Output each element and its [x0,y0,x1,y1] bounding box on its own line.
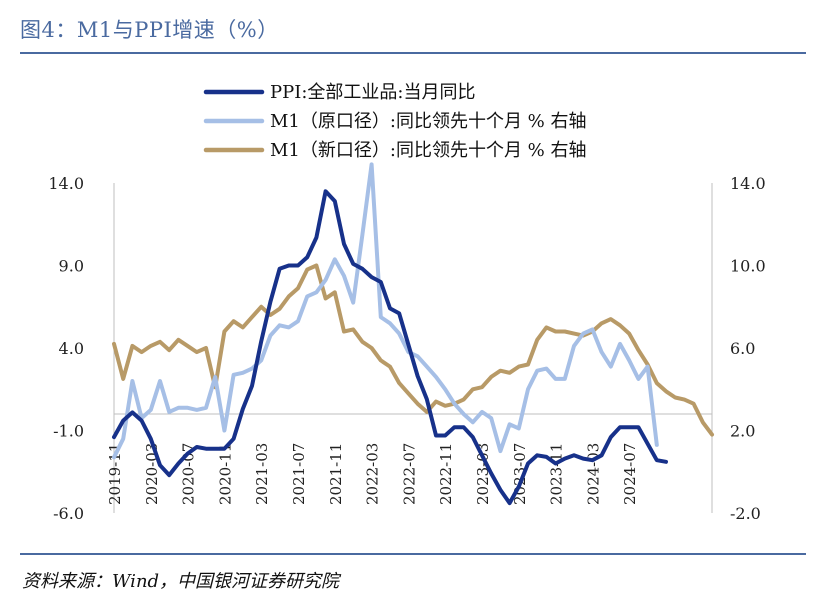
x-tick-label: 2022-03 [364,443,382,505]
series-line-2 [114,164,657,457]
x-tick-label: 2020-03 [143,443,161,505]
right-tick-label: 10.0 [730,257,766,276]
x-tick-label: 2024-07 [621,443,639,505]
line-chart: 14.09.04.0-1.0-6.014.010.06.02.0-2.02019… [0,0,832,555]
x-tick-label: 2021-07 [290,443,308,505]
left-tick-label: 14.0 [48,174,84,193]
x-tick-label: 2022-11 [437,443,455,505]
left-tick-label: -1.0 [53,422,84,441]
right-tick-label: 14.0 [730,174,766,193]
legend-label-3: M1（新口径）:同比领先十个月 % 右轴 [270,140,587,161]
left-tick-label: 9.0 [59,257,84,276]
right-tick-label: -2.0 [730,504,761,523]
x-tick-label: 2020-11 [216,443,234,505]
x-tick-label: 2023-11 [548,443,566,505]
source-note: 资料来源：Wind，中国银河证券研究院 [22,567,339,593]
legend-label-1: PPI:全部工业品:当月同比 [270,82,475,103]
left-tick-label: 4.0 [59,339,84,358]
x-tick-label: 2022-07 [400,443,418,505]
left-tick-label: -6.0 [53,504,84,523]
right-tick-label: 6.0 [730,339,755,358]
legend-label-2: M1（原口径）:同比领先十个月 % 右轴 [270,111,587,132]
x-tick-label: 2024-03 [584,443,602,505]
source-rule [20,553,806,555]
right-tick-label: 2.0 [730,422,755,441]
x-tick-label: 2021-03 [253,443,271,505]
x-tick-label: 2021-11 [327,443,345,505]
